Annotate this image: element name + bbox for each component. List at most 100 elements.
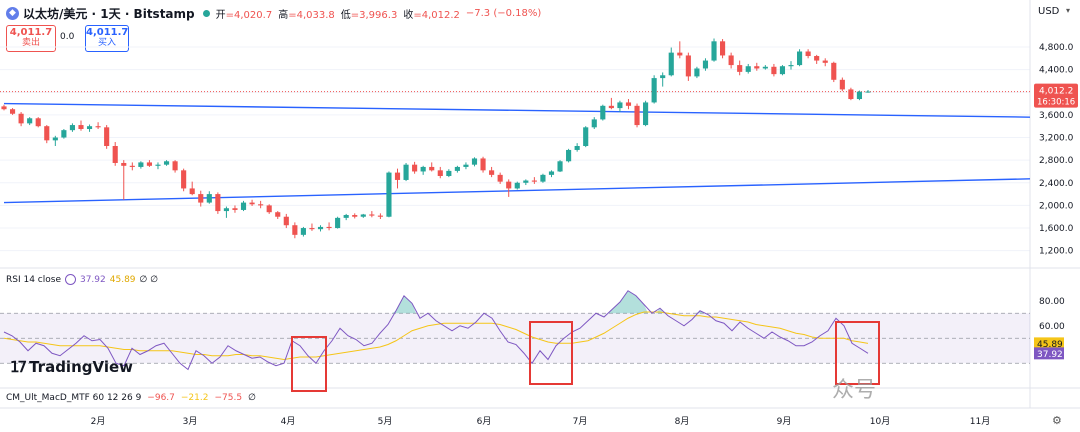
low-label: 低: [340, 9, 351, 21]
y-tick-label: 1,600.0: [1039, 224, 1074, 234]
candle-body: [309, 228, 315, 230]
x-tick-label: 8月: [675, 416, 690, 427]
candle-body: [591, 119, 597, 128]
candle-body: [480, 158, 486, 171]
tradingview-logo[interactable]: 𝟣𝟩 TradingView: [10, 358, 133, 376]
candle-body: [9, 109, 16, 114]
ohlc-change: −7.3 (−0.18%): [466, 8, 541, 19]
candle-body: [574, 146, 580, 150]
candle-body: [420, 166, 426, 172]
candle-body: [583, 127, 589, 146]
candle-body: [104, 127, 110, 146]
candle-body: [275, 212, 281, 217]
macd-value-2: −21.2: [180, 393, 209, 403]
chevron-down-icon[interactable]: ▾: [1066, 6, 1071, 15]
symbol-title[interactable]: 以太坊/美元 · 1天 · Bitstamp: [23, 6, 195, 21]
candle-body: [266, 205, 272, 213]
gear-icon[interactable]: ⚙: [1052, 414, 1062, 427]
candle-body: [702, 60, 709, 69]
candle-body: [788, 65, 794, 67]
candle-body: [44, 126, 50, 141]
currency-selector[interactable]: USD: [1038, 6, 1060, 17]
high-value: =4,033.8: [288, 9, 335, 21]
candle-body: [300, 228, 306, 235]
x-tick-label: 11月: [970, 416, 990, 427]
candle-body: [634, 105, 640, 126]
candle-body: [643, 102, 649, 126]
open-value: =4,020.7: [225, 9, 273, 21]
rsi-ma-tag: [1034, 337, 1064, 350]
candle-body: [471, 158, 478, 165]
candle-body: [728, 55, 734, 66]
candle-body: [548, 171, 555, 175]
candle-body: [95, 126, 101, 128]
rsi-extra: ∅ ∅: [139, 274, 159, 285]
candle-body: [412, 164, 418, 172]
rsi-ma-tag-value: 45.89: [1037, 340, 1063, 350]
sell-button[interactable]: 4,011.7 卖出: [6, 25, 56, 52]
sell-label: 卖出: [21, 38, 40, 48]
x-tick-label: 6月: [477, 416, 492, 427]
ohlc-close: 收=4,012.2: [403, 6, 460, 21]
candle-body: [497, 174, 503, 182]
rsi-overbought-fill: [608, 290, 648, 314]
candle-body: [198, 194, 204, 203]
high-label: 高: [278, 9, 289, 21]
candle-body: [112, 146, 118, 163]
candle-body: [531, 180, 537, 182]
candle-body: [240, 202, 247, 210]
x-tick-label: 9月: [777, 416, 792, 427]
macd-name: CM_Ult_MacD_MTF 60 12 26 9: [6, 393, 142, 403]
candle-body: [523, 180, 529, 183]
candle-body: [694, 68, 700, 77]
y-tick-label: 4,800.0: [1039, 43, 1074, 53]
last-price-tag: [1034, 83, 1078, 108]
y-tick-label: 1,200.0: [1039, 247, 1074, 257]
candle-body: [386, 172, 392, 217]
candle-body: [189, 188, 195, 195]
x-tick-label: 5月: [378, 416, 393, 427]
candle-body: [677, 52, 683, 56]
candle-body: [138, 162, 144, 167]
candle-body: [668, 52, 674, 76]
x-tick-label: 3月: [183, 416, 198, 427]
macd-value-1: −96.7: [147, 393, 175, 403]
candle-body: [463, 164, 469, 167]
candle-body: [437, 170, 443, 176]
candle-body: [754, 66, 760, 69]
ohlc-low: 低=3,996.3: [341, 6, 398, 21]
rsi-tick-label: 80.00: [1039, 297, 1065, 307]
candle-body: [146, 162, 152, 166]
candle-body: [856, 91, 863, 100]
ethereum-icon: ◆: [6, 6, 19, 20]
macd-value-3: −75.5: [214, 393, 243, 403]
change-value: −7.3 (−0.18%): [465, 7, 542, 19]
candle-body: [155, 164, 161, 166]
candle-body: [762, 66, 768, 69]
candle-body: [625, 102, 632, 106]
candle-body: [506, 181, 512, 189]
rsi-tick-label: 60.00: [1039, 322, 1065, 332]
candle-body: [429, 166, 435, 171]
candle-body: [292, 225, 298, 235]
candle-body: [163, 161, 170, 165]
candle-body: [69, 125, 76, 131]
candle-body: [779, 66, 786, 75]
candle-body: [129, 165, 135, 167]
candle-body: [831, 62, 837, 80]
buy-button[interactable]: 4,011.7 买入: [85, 25, 129, 52]
candle-body: [685, 55, 691, 77]
candle-body: [720, 41, 726, 56]
highlight-box: [529, 321, 573, 385]
highlight-box: [291, 336, 327, 392]
candle-body: [61, 130, 67, 138]
candle-body: [181, 170, 187, 189]
candle-body: [771, 66, 777, 75]
candle-body: [608, 105, 614, 109]
candle-body: [27, 118, 33, 124]
x-tick-label: 4月: [281, 416, 296, 427]
macd-legend[interactable]: CM_Ult_MacD_MTF 60 12 26 9 −96.7 −21.2 −…: [6, 393, 256, 403]
rsi-legend[interactable]: RSI 14 close 37.92 45.89 ∅ ∅: [6, 274, 158, 285]
candle-body: [540, 174, 546, 182]
